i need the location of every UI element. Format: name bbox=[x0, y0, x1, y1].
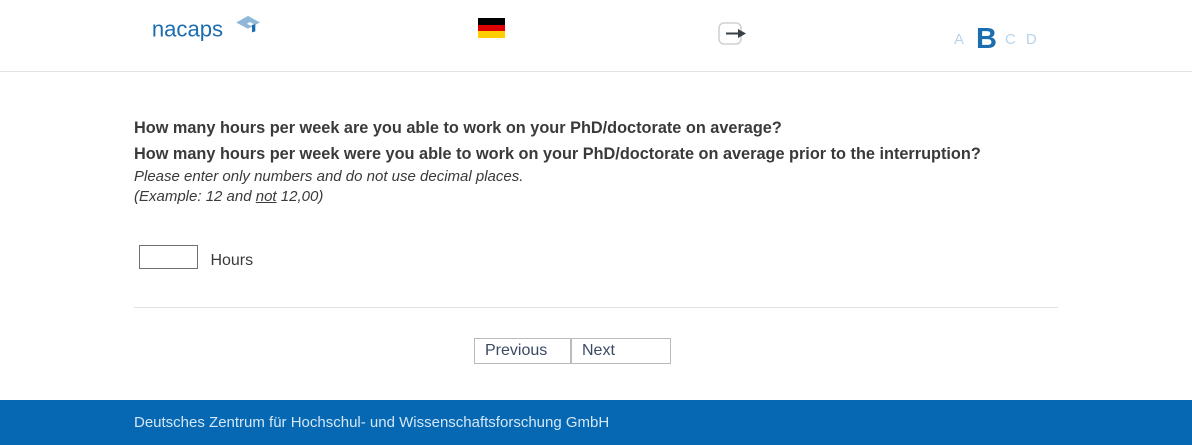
svg-text:nacaps: nacaps bbox=[152, 17, 223, 42]
